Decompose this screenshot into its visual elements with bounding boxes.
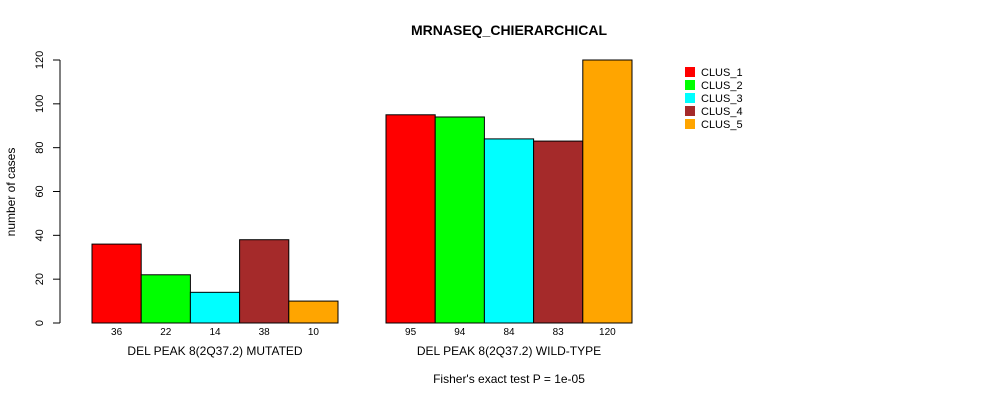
- bars: [91, 59, 633, 324]
- bar-value-label: 84: [503, 327, 515, 338]
- y-tick-label: 80: [34, 142, 46, 154]
- bar-clus-5-group-2: [582, 59, 633, 324]
- bar-clus-2-group-1: [140, 274, 191, 324]
- footnote: Fisher's exact test P = 1e-05: [433, 372, 585, 386]
- bar-value-label: 94: [454, 327, 466, 338]
- bar-value-label: 14: [209, 327, 221, 338]
- y-tick-label: 120: [34, 51, 46, 69]
- group-labels: DEL PEAK 8(2Q37.2) MUTATED DEL PEAK 8(2Q3…: [127, 344, 601, 358]
- bar-clus-5-group-1: [288, 300, 339, 324]
- chart-title: MRNASEQ_CHIERARCHICAL: [411, 22, 607, 38]
- bar-value-label: 36: [111, 327, 123, 338]
- legend-swatch-clus-3: [685, 93, 695, 103]
- bar-clus-1-group-2: [385, 114, 436, 324]
- y-tick-label: 60: [34, 185, 46, 197]
- legend-label-clus-1: CLUS_1: [701, 67, 743, 79]
- bar-value-label: 38: [259, 327, 271, 338]
- bar-clus-1-group-1: [91, 243, 142, 324]
- bar-value-label: 83: [553, 327, 565, 338]
- legend-label-clus-3: CLUS_3: [701, 93, 743, 105]
- group-label-1: DEL PEAK 8(2Q37.2) MUTATED: [127, 344, 302, 358]
- bar-value-label: 10: [308, 327, 320, 338]
- bar-labels: 36 22 14 38 10 95 94 84 83 120: [111, 327, 616, 338]
- bar-clus-4-group-1: [239, 239, 290, 324]
- legend-label-clus-2: CLUS_2: [701, 80, 743, 92]
- y-axis-label: number of cases: [4, 148, 18, 237]
- y-axis: 0 20 40 60 80 100 120: [34, 51, 61, 326]
- y-tick-label: 0: [34, 320, 46, 326]
- legend-swatch-clus-2: [685, 80, 695, 90]
- legend-label-clus-5: CLUS_5: [701, 119, 743, 131]
- legend-swatch-clus-5: [685, 119, 695, 129]
- bar-clus-2-group-2: [434, 116, 485, 324]
- bar-value-label: 95: [405, 327, 417, 338]
- y-tick-label: 100: [34, 95, 46, 113]
- legend-swatch-clus-4: [685, 106, 695, 116]
- bar-clus-3-group-1: [189, 291, 241, 324]
- y-tick-label: 40: [34, 229, 46, 241]
- bar-value-label: 120: [599, 327, 616, 338]
- legend-label-clus-4: CLUS_4: [701, 106, 743, 118]
- bar-clus-4-group-2: [533, 140, 584, 324]
- legend-swatch-clus-1: [685, 67, 695, 77]
- y-tick-label: 20: [34, 273, 46, 285]
- bar-value-label: 22: [160, 327, 172, 338]
- bar-clus-3-group-2: [483, 138, 535, 324]
- group-label-2: DEL PEAK 8(2Q37.2) WILD-TYPE: [417, 344, 601, 358]
